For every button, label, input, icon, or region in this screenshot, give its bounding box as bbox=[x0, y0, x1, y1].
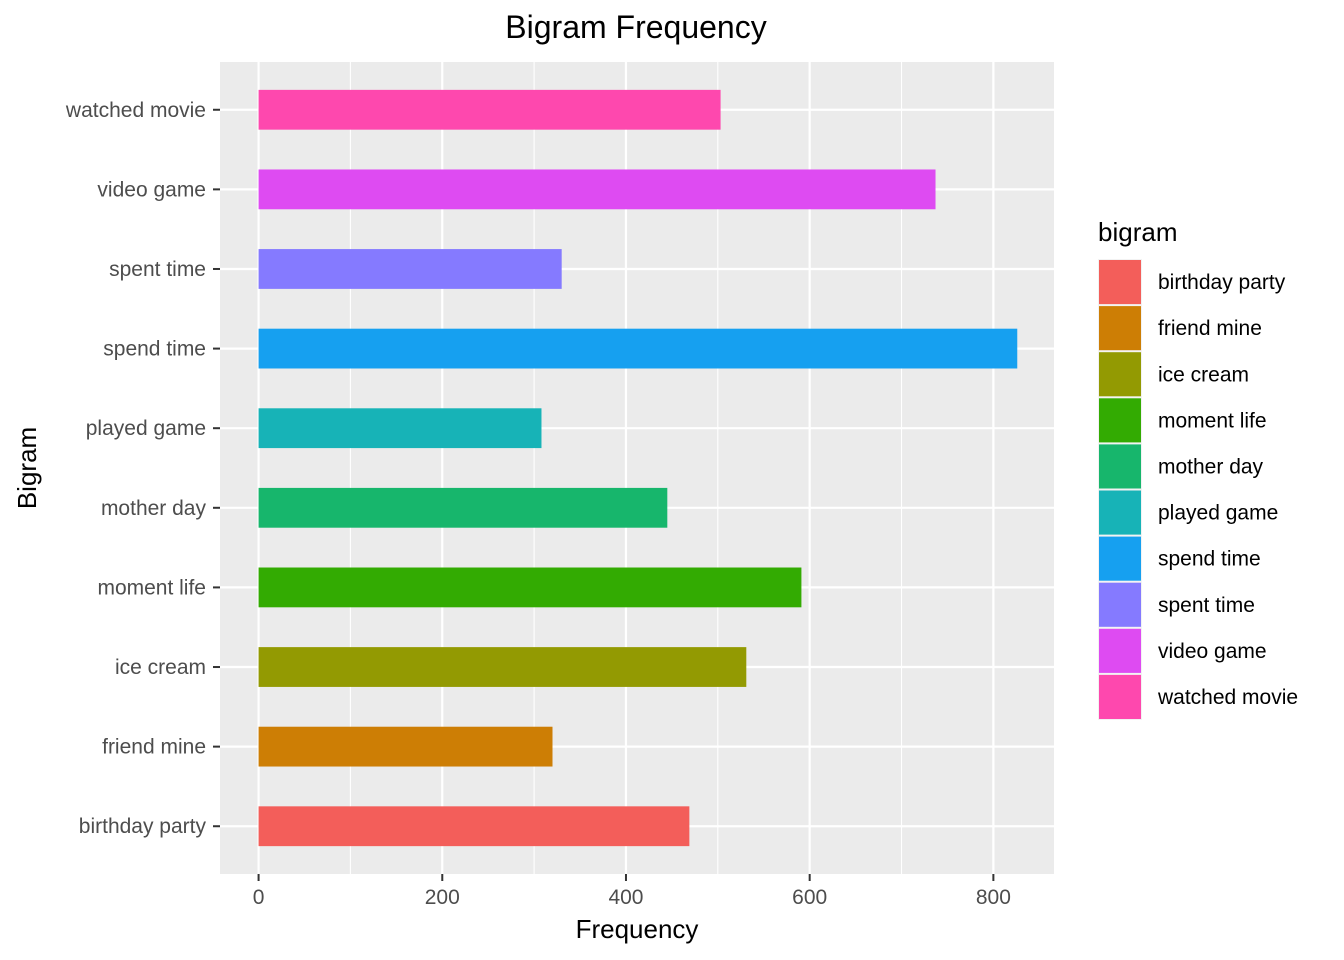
bar bbox=[258, 328, 1018, 369]
x-tick-label: 600 bbox=[792, 886, 827, 909]
legend-label: played game bbox=[1158, 502, 1278, 525]
legend-swatch bbox=[1099, 398, 1141, 443]
y-tick-label: mother day bbox=[101, 497, 207, 520]
legend-label: moment life bbox=[1158, 409, 1267, 432]
y-tick-label: video game bbox=[97, 178, 206, 201]
legend-swatch bbox=[1099, 628, 1141, 673]
bar bbox=[258, 567, 802, 608]
legend-swatch bbox=[1099, 582, 1141, 627]
x-tick-label: 0 bbox=[253, 886, 265, 909]
bar bbox=[258, 726, 553, 767]
legend-swatch bbox=[1099, 536, 1141, 581]
legend-label: spend time bbox=[1158, 548, 1261, 571]
legend-label: friend mine bbox=[1158, 317, 1262, 340]
bar bbox=[258, 806, 690, 847]
y-tick-label: played game bbox=[86, 417, 206, 440]
y-tick-label: spent time bbox=[109, 258, 206, 281]
legend-label: spent time bbox=[1158, 594, 1255, 617]
y-tick-label: watched movie bbox=[65, 99, 206, 122]
x-axis-title: Frequency bbox=[576, 914, 699, 944]
y-axis: birthday party friend mine ice cream moment… bbox=[65, 99, 220, 838]
y-tick-label: ice cream bbox=[115, 656, 206, 679]
legend-swatch bbox=[1099, 674, 1141, 719]
x-tick-label: 200 bbox=[425, 886, 460, 909]
legend-label: ice cream bbox=[1158, 363, 1249, 386]
bar bbox=[258, 89, 721, 130]
y-tick-label: moment life bbox=[97, 576, 206, 599]
legend-swatch bbox=[1099, 306, 1141, 351]
legend-label: video game bbox=[1158, 640, 1267, 663]
legend-swatch bbox=[1099, 260, 1141, 305]
legend-swatch bbox=[1099, 490, 1141, 535]
bar bbox=[258, 487, 668, 528]
legend: bigram birthday party friend mine ice crea… bbox=[1098, 217, 1298, 720]
legend-label: watched movie bbox=[1157, 686, 1298, 709]
legend-swatch bbox=[1099, 352, 1141, 397]
bar bbox=[258, 169, 936, 210]
y-tick-label: birthday party bbox=[79, 815, 207, 838]
x-axis: 0 200 400 600 800 bbox=[253, 874, 1011, 909]
y-tick-label: friend mine bbox=[102, 736, 206, 759]
legend-items: birthday party friend mine ice cream moment… bbox=[1098, 259, 1298, 720]
bar bbox=[258, 249, 562, 289]
y-tick-label: spend time bbox=[103, 338, 206, 361]
bars bbox=[258, 89, 1018, 847]
x-tick-label: 800 bbox=[976, 886, 1011, 909]
chart-title: Bigram Frequency bbox=[505, 9, 766, 45]
legend-title: bigram bbox=[1098, 217, 1177, 247]
bar bbox=[258, 408, 542, 449]
legend-label: birthday party bbox=[1158, 271, 1286, 294]
legend-label: mother day bbox=[1158, 455, 1264, 478]
legend-swatch bbox=[1099, 444, 1141, 489]
x-tick-label: 400 bbox=[608, 886, 643, 909]
y-axis-title: Bigram bbox=[12, 427, 42, 509]
bar bbox=[258, 647, 747, 687]
